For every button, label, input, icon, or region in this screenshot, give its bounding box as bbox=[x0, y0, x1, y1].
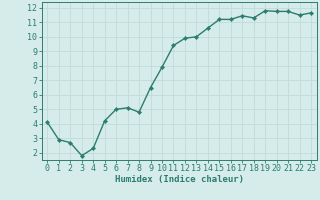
X-axis label: Humidex (Indice chaleur): Humidex (Indice chaleur) bbox=[115, 175, 244, 184]
